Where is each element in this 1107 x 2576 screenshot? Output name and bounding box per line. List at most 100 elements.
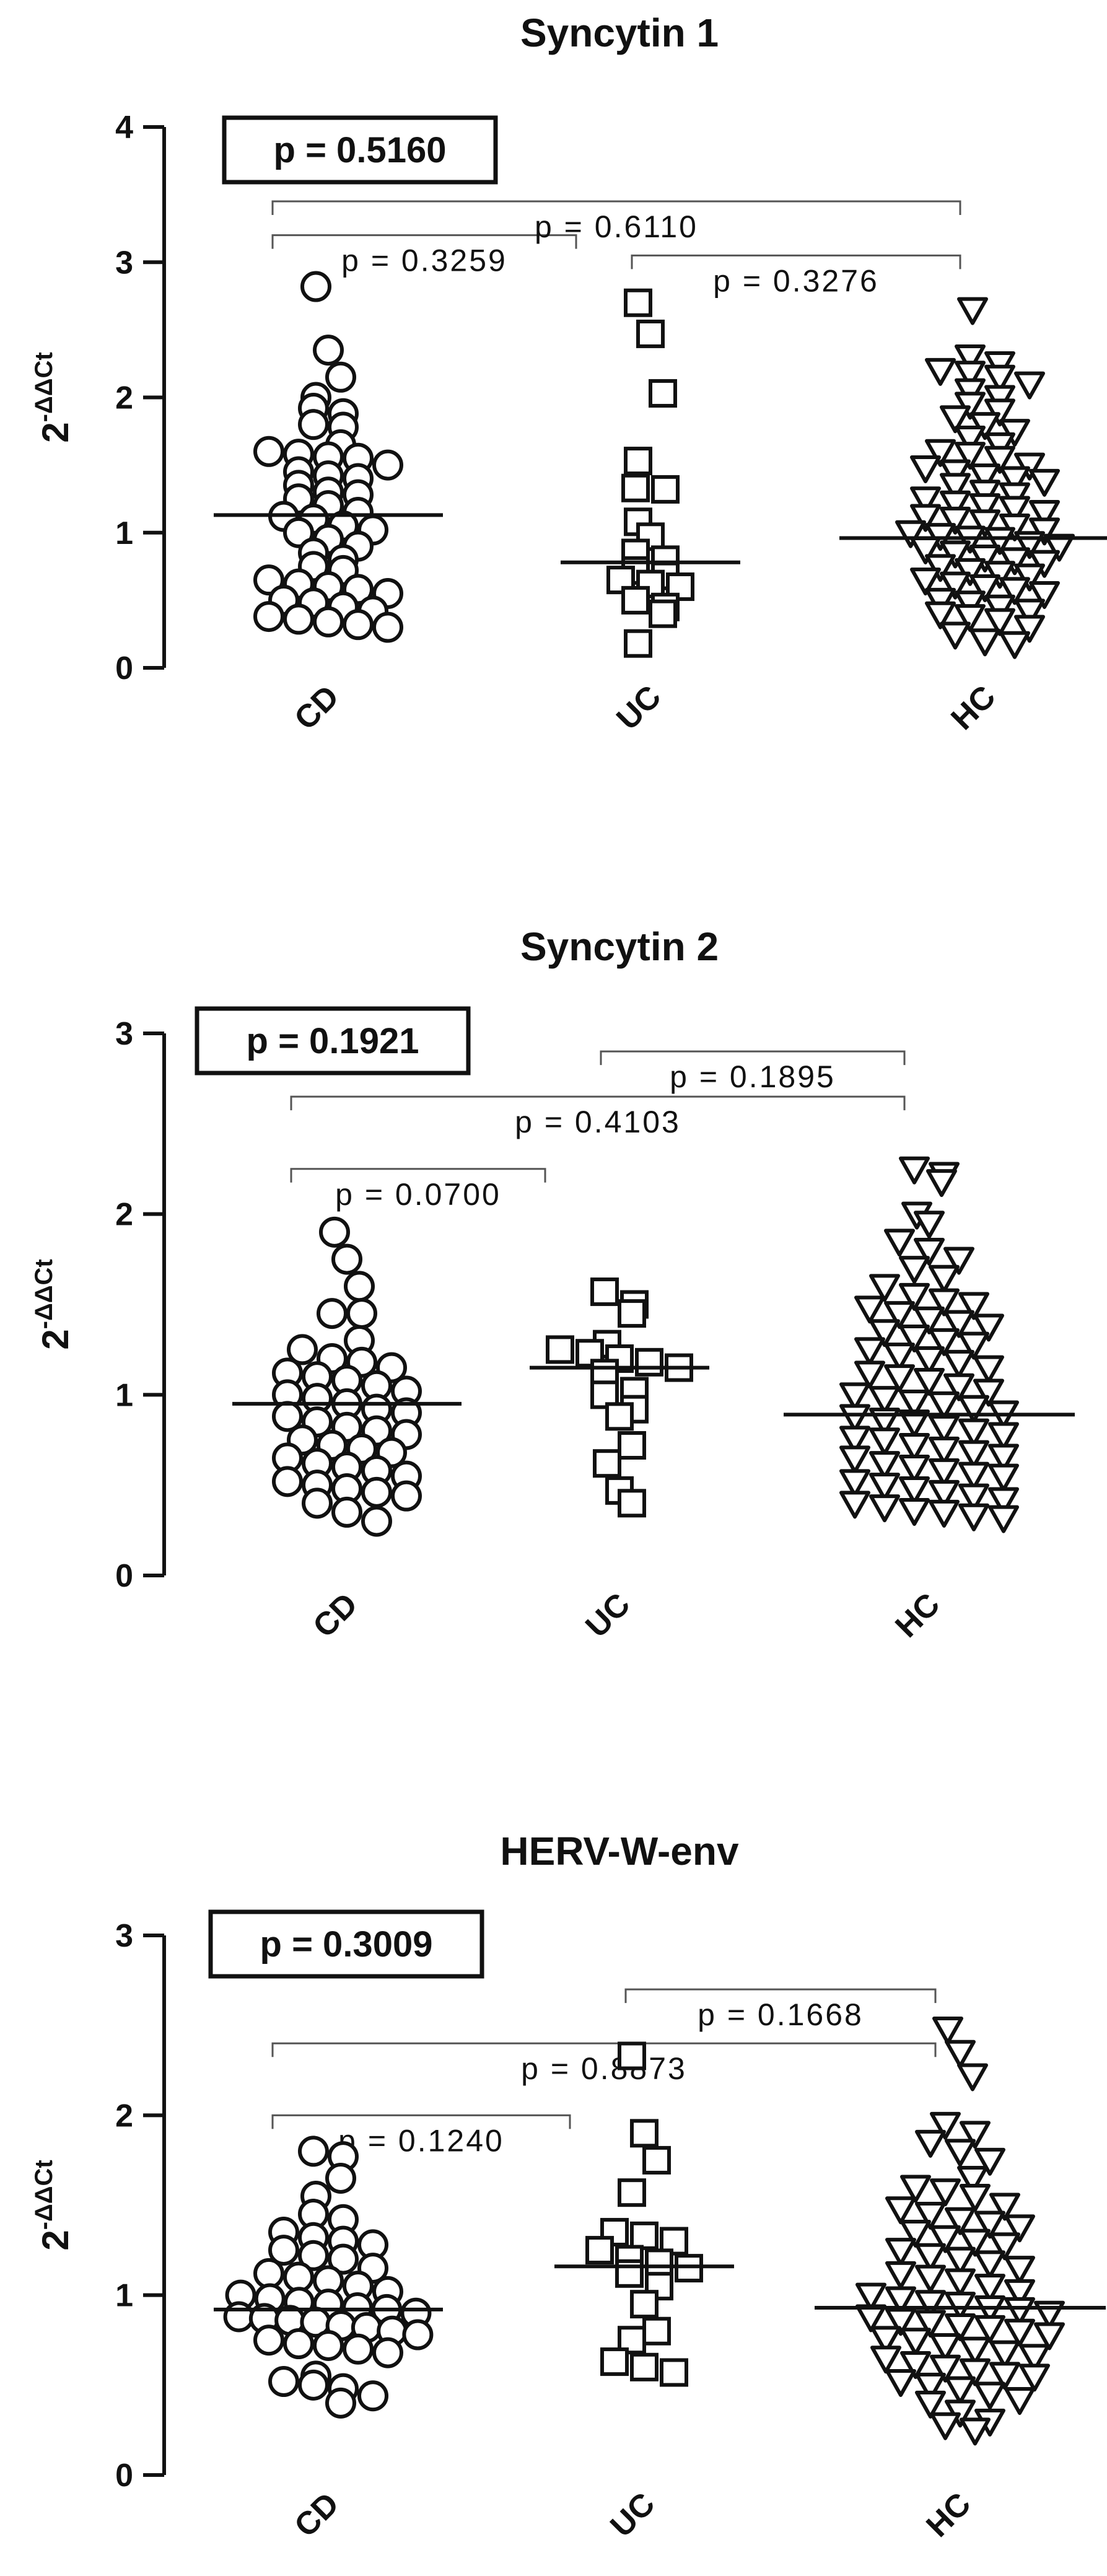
data-point-hc <box>940 571 971 600</box>
data-point-uc <box>621 585 650 615</box>
data-point-hc <box>1019 2344 1050 2372</box>
data-point-hc <box>974 2147 1005 2176</box>
data-point-hc <box>885 2286 916 2315</box>
data-point-hc <box>940 473 971 501</box>
data-point-hc <box>869 1319 900 1347</box>
y-axis-label: 2-ΔΔCt <box>30 1259 76 1349</box>
data-point-hc <box>999 577 1030 605</box>
data-point-hc <box>955 344 986 373</box>
data-point-cd <box>253 2324 284 2356</box>
data-point-hc <box>885 2308 916 2336</box>
data-point-hc <box>895 520 926 548</box>
comparison-bracket <box>290 1168 546 1183</box>
data-point-hc <box>914 1211 945 1239</box>
data-point-hc <box>899 1282 930 1311</box>
data-point-hc <box>969 574 1000 603</box>
y-axis-label-exponent: -ΔΔCt <box>30 352 58 422</box>
data-point-hc <box>885 2196 916 2225</box>
data-point-cd <box>268 2366 299 2398</box>
data-point-hc <box>870 2326 901 2354</box>
data-point-hc <box>929 1499 960 1528</box>
data-point-cd <box>325 2387 356 2419</box>
y-tick-label: 3 <box>115 245 133 281</box>
data-point-cd <box>298 2240 329 2271</box>
category-label-uc: UC <box>579 1586 637 1644</box>
data-point-hc <box>943 1310 974 1338</box>
data-point-uc <box>630 2119 659 2148</box>
data-point-hc <box>958 1503 989 1531</box>
category-label-hc: HC <box>888 1586 947 1644</box>
comparison-bracket <box>631 254 961 269</box>
category-label-uc: UC <box>610 678 668 737</box>
data-point-cd <box>298 409 329 440</box>
data-point-hc <box>973 1355 1004 1383</box>
comparison-p-label: p = 0.3276 <box>713 263 879 298</box>
y-axis-label-exponent: -ΔΔCt <box>30 1259 58 1329</box>
y-tick-label: 0 <box>115 2458 133 2494</box>
data-point-hc <box>958 1461 989 1490</box>
data-point-hc <box>960 2417 991 2446</box>
data-point-cd <box>391 1480 422 1512</box>
comparison-p-label: p = 0.0700 <box>335 1177 501 1212</box>
data-point-hc <box>929 1414 960 1443</box>
data-point-hc <box>899 1433 930 1461</box>
y-tick-label: 0 <box>115 1558 133 1594</box>
y-tick-label: 1 <box>115 1377 133 1413</box>
data-point-hc <box>943 1246 974 1275</box>
y-axis-label-base: 2 <box>35 422 76 442</box>
data-point-hc <box>945 2313 976 2342</box>
data-point-cd <box>283 2328 314 2360</box>
data-point-uc <box>600 2218 629 2247</box>
data-point-hc <box>899 1498 930 1526</box>
data-point-hc <box>960 2358 991 2386</box>
category-label-uc: UC <box>603 2486 662 2544</box>
data-point-hc <box>945 2039 976 2068</box>
chart-title: Syncytin 2 <box>520 924 719 969</box>
data-point-hc <box>945 2139 976 2167</box>
comparison-p-label: p = 0.3259 <box>341 243 507 278</box>
data-point-cd <box>302 1487 333 1519</box>
data-point-cd <box>253 2258 284 2289</box>
data-point-cd <box>253 601 284 633</box>
data-point-uc <box>649 379 677 408</box>
data-point-hc <box>899 1455 930 1483</box>
data-point-uc <box>600 2347 629 2377</box>
y-tick-label: 1 <box>115 2278 133 2314</box>
data-point-hc <box>839 1445 870 1474</box>
data-point-hc <box>854 1337 885 1365</box>
data-point-cd <box>313 2329 344 2361</box>
data-point-hc <box>915 2310 946 2338</box>
data-point-uc <box>624 288 652 317</box>
data-point-hc <box>915 2372 946 2401</box>
data-point-hc <box>957 297 988 325</box>
y-axis-label-base: 2 <box>35 1329 76 1349</box>
data-point-hc <box>910 504 941 532</box>
data-point-hc <box>1034 2322 1065 2350</box>
data-point-cd <box>361 1476 392 1508</box>
data-point-cd <box>328 2243 359 2275</box>
data-point-hc <box>988 1422 1019 1450</box>
data-point-hc <box>945 2246 976 2275</box>
data-point-cd <box>268 2235 299 2266</box>
data-point-hc <box>958 1483 989 1512</box>
data-point-hc <box>984 445 1015 474</box>
comparison-bracket <box>624 1988 937 2004</box>
data-point-hc <box>945 2207 976 2235</box>
data-point-hc <box>915 2390 946 2419</box>
data-point-uc <box>651 475 680 504</box>
data-point-hc <box>1004 2387 1035 2416</box>
data-point-cd <box>253 436 284 467</box>
data-point-hc <box>973 1313 1004 1342</box>
y-axis-label-base: 2 <box>35 2230 76 2250</box>
data-point-hc <box>839 1426 870 1454</box>
data-point-hc <box>869 1386 900 1414</box>
data-point-cd <box>272 1466 303 1497</box>
y-axis-label-exponent: -ΔΔCt <box>30 2160 58 2230</box>
data-point-hc <box>989 2232 1020 2261</box>
data-point-hc <box>910 455 941 483</box>
main-p-value: p = 0.1921 <box>247 1021 419 1061</box>
data-point-hc <box>900 2350 931 2379</box>
data-point-hc <box>930 2111 961 2140</box>
data-point-hc <box>1004 2279 1035 2307</box>
data-point-hc <box>988 1444 1019 1472</box>
